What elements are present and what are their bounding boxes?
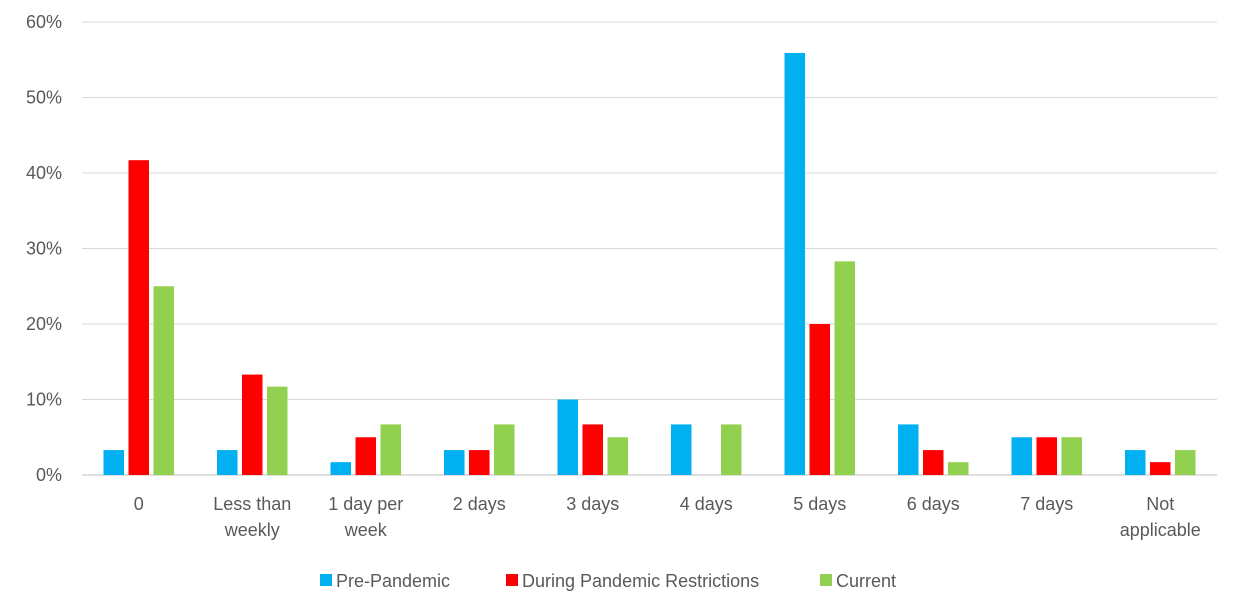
- bar-current-6: [834, 261, 855, 475]
- bar-during-pandemic-restrictions-9: [1150, 462, 1171, 475]
- x-tick-label: applicable: [1120, 520, 1201, 540]
- x-tick-label: Less than: [213, 494, 291, 514]
- x-tick-label: Not: [1146, 494, 1174, 514]
- legend-label: Current: [836, 571, 896, 591]
- bar-current-2: [380, 424, 401, 475]
- bar-during-pandemic-restrictions-6: [809, 324, 830, 475]
- bar-during-pandemic-restrictions-1: [242, 374, 263, 475]
- bar-pre-pandemic-3: [444, 450, 465, 475]
- bars: [103, 52, 1196, 476]
- bar-during-pandemic-restrictions-8: [1036, 437, 1057, 475]
- x-tick-label: 7 days: [1020, 494, 1073, 514]
- bar-pre-pandemic-5: [671, 424, 692, 475]
- bar-during-pandemic-restrictions-3: [469, 450, 490, 475]
- y-tick-label: 40%: [26, 163, 62, 183]
- y-tick-label: 10%: [26, 390, 62, 410]
- x-axis-tick-labels: 0 Less than weekly 1 day per week 2 days 3 day…: [134, 494, 1201, 540]
- legend-label: During Pandemic Restrictions: [522, 571, 759, 591]
- bar-pre-pandemic-1: [217, 450, 238, 475]
- bar-current-1: [267, 386, 288, 475]
- bar-pre-pandemic-0: [103, 450, 124, 475]
- bar-during-pandemic-restrictions-4: [582, 424, 603, 475]
- x-tick-label: 6 days: [907, 494, 960, 514]
- bar-current-7: [948, 462, 969, 475]
- bar-pre-pandemic-6: [784, 52, 805, 476]
- y-tick-label: 20%: [26, 314, 62, 334]
- bar-during-pandemic-restrictions-0: [128, 160, 149, 476]
- bar-during-pandemic-restrictions-7: [923, 450, 944, 475]
- bar-current-8: [1061, 437, 1082, 475]
- x-tick-label: weekly: [224, 520, 280, 540]
- y-tick-label: 0%: [36, 465, 62, 485]
- bar-during-pandemic-restrictions-2: [355, 437, 376, 475]
- x-tick-label: week: [344, 520, 388, 540]
- bar-current-5: [721, 424, 742, 475]
- x-tick-label: 0: [134, 494, 144, 514]
- bar-pre-pandemic-7: [898, 424, 919, 475]
- bar-current-0: [153, 286, 174, 475]
- x-tick-label: 2 days: [453, 494, 506, 514]
- bar-pre-pandemic-2: [330, 462, 351, 475]
- legend-swatch: [506, 574, 518, 586]
- x-tick-label: 4 days: [680, 494, 733, 514]
- legend-swatch: [820, 574, 832, 586]
- x-tick-label: 1 day per: [328, 494, 403, 514]
- y-tick-label: 30%: [26, 239, 62, 259]
- legend: Pre-Pandemic During Pandemic Restrictions…: [320, 571, 896, 591]
- y-axis-tick-labels: 0% 10% 20% 30% 40% 50% 60%: [26, 12, 62, 485]
- bar-current-3: [494, 424, 515, 475]
- legend-label: Pre-Pandemic: [336, 571, 450, 591]
- bar-pre-pandemic-9: [1125, 450, 1146, 475]
- legend-swatch: [320, 574, 332, 586]
- bar-current-9: [1175, 450, 1196, 475]
- y-tick-label: 50%: [26, 88, 62, 108]
- bar-pre-pandemic-4: [557, 399, 578, 475]
- bar-pre-pandemic-8: [1011, 437, 1032, 475]
- x-tick-label: 3 days: [566, 494, 619, 514]
- y-tick-label: 60%: [26, 12, 62, 32]
- x-tick-label: 5 days: [793, 494, 846, 514]
- bar-current-4: [607, 437, 628, 475]
